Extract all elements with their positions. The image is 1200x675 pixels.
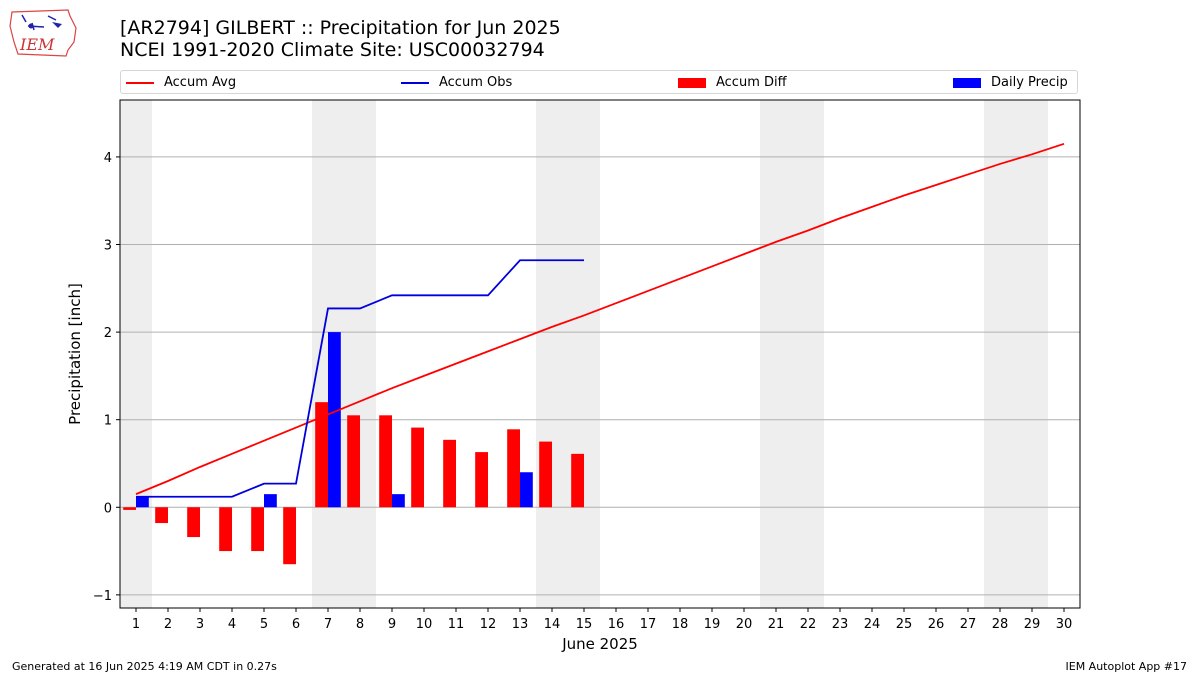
accum-diff-bar [347, 415, 360, 508]
x-tick-label: 10 [416, 617, 433, 632]
x-axis-label: June 2025 [561, 635, 638, 653]
y-axis-label: Precipitation [inch] [66, 283, 84, 425]
weekend-band-1 [120, 100, 152, 608]
x-tick-label: 25 [896, 617, 913, 632]
weekend-band-8 [344, 100, 376, 608]
accum-diff-bar [251, 507, 264, 552]
x-tick-label: 3 [196, 617, 204, 632]
accum-diff-bar [507, 429, 520, 508]
accum-diff-bar [539, 441, 552, 508]
x-tick-label: 17 [640, 617, 657, 632]
accum-diff-bar [283, 507, 296, 565]
legend-swatch-accum-diff [678, 77, 706, 88]
accum-obs-line [136, 259, 584, 498]
weekend-band-28 [984, 100, 1016, 608]
x-tick-label: 27 [960, 617, 977, 632]
chart-title: [AR2794] GILBERT :: Precipitation for Ju… [120, 17, 561, 61]
accum-diff-bar [443, 439, 456, 508]
x-tick-label: 22 [800, 617, 817, 632]
legend-item-accum-avg: Accum Avg [126, 74, 236, 92]
grid-lines [120, 156, 1080, 596]
legend-swatch-accum-avg [126, 81, 154, 84]
x-tick-label: 14 [544, 617, 561, 632]
x-tick-label: 24 [864, 617, 881, 632]
title-line-2: NCEI 1991-2020 Climate Site: USC00032794 [120, 39, 545, 61]
accum-diff-bar [123, 507, 136, 510]
x-tick-label: 8 [356, 617, 364, 632]
legend-label-accum-obs: Accum Obs [439, 75, 513, 90]
weekend-band-29 [1016, 100, 1048, 608]
legend-item-accum-obs: Accum Obs [401, 74, 512, 92]
legend-label-daily-precip: Daily Precip [991, 75, 1068, 90]
logo-text: IEM [19, 35, 55, 54]
lines [135, 142, 1065, 498]
plot-frame [119, 99, 1081, 609]
weekend-band-21 [760, 100, 792, 608]
legend: Accum Avg Accum Obs Accum Diff Daily Pre… [120, 70, 1078, 94]
x-tick-label: 13 [512, 617, 529, 632]
footer-app: IEM Autoplot App #17 [1065, 660, 1188, 673]
x-tick-label: 1 [132, 617, 140, 632]
weekend-band-14 [536, 100, 568, 608]
accum-diff-bar [411, 427, 424, 508]
y-tick-label: −1 [93, 589, 112, 604]
daily-precip-bar [392, 494, 405, 508]
daily-precip-bar [136, 496, 149, 508]
x-tick-label: 21 [768, 617, 785, 632]
footer-generated: Generated at 16 Jun 2025 4:19 AM CDT in … [12, 660, 277, 673]
y-tick-label: 0 [104, 501, 112, 516]
x-tick-label: 7 [324, 617, 332, 632]
daily-precip-bar [264, 494, 277, 508]
legend-swatch-daily-precip [953, 77, 981, 88]
bars [123, 332, 584, 565]
legend-swatch-accum-obs [401, 81, 429, 84]
x-tick-label: 20 [736, 617, 753, 632]
x-tick-label: 2 [164, 617, 172, 632]
y-tick-label: 2 [104, 326, 112, 341]
accum-diff-bar [315, 402, 328, 508]
iem-logo: IEM [9, 9, 77, 57]
legend-item-daily-precip: Daily Precip [953, 74, 1068, 92]
accum-avg-line [135, 142, 1065, 495]
x-tick-label: 12 [480, 617, 497, 632]
legend-label-accum-avg: Accum Avg [164, 75, 237, 90]
x-tick-label: 9 [388, 617, 396, 632]
x-tick-label: 18 [672, 617, 689, 632]
y-tick-label: 3 [104, 239, 112, 254]
y-tick-label: 4 [104, 151, 112, 166]
x-tick-label: 30 [1056, 617, 1073, 632]
daily-precip-bar [328, 332, 341, 508]
accum-diff-bar [219, 507, 232, 552]
daily-precip-bar [520, 472, 533, 508]
accum-diff-bar [155, 507, 168, 524]
legend-item-accum-diff: Accum Diff [678, 74, 787, 92]
x-tick-label: 6 [292, 617, 300, 632]
x-tick-label: 19 [704, 617, 721, 632]
x-tick-label: 4 [228, 617, 236, 632]
weekend-band-15 [568, 100, 600, 608]
y-tick-label: 1 [104, 414, 112, 429]
weekend-band-22 [792, 100, 824, 608]
x-tick-label: 23 [832, 617, 849, 632]
x-tick-label: 15 [576, 617, 593, 632]
x-tick-label: 11 [448, 617, 465, 632]
accum-diff-bar [571, 453, 584, 508]
x-tick-label: 29 [1024, 617, 1041, 632]
legend-label-accum-diff: Accum Diff [716, 75, 787, 90]
accum-diff-bar [187, 507, 200, 538]
x-tick-label: 16 [608, 617, 625, 632]
accum-diff-bar [475, 452, 488, 508]
x-tick-label: 28 [992, 617, 1009, 632]
x-tick-label: 26 [928, 617, 945, 632]
x-tick-label: 5 [260, 617, 268, 632]
accum-diff-bar [379, 415, 392, 508]
title-line-1: [AR2794] GILBERT :: Precipitation for Ju… [120, 17, 561, 39]
